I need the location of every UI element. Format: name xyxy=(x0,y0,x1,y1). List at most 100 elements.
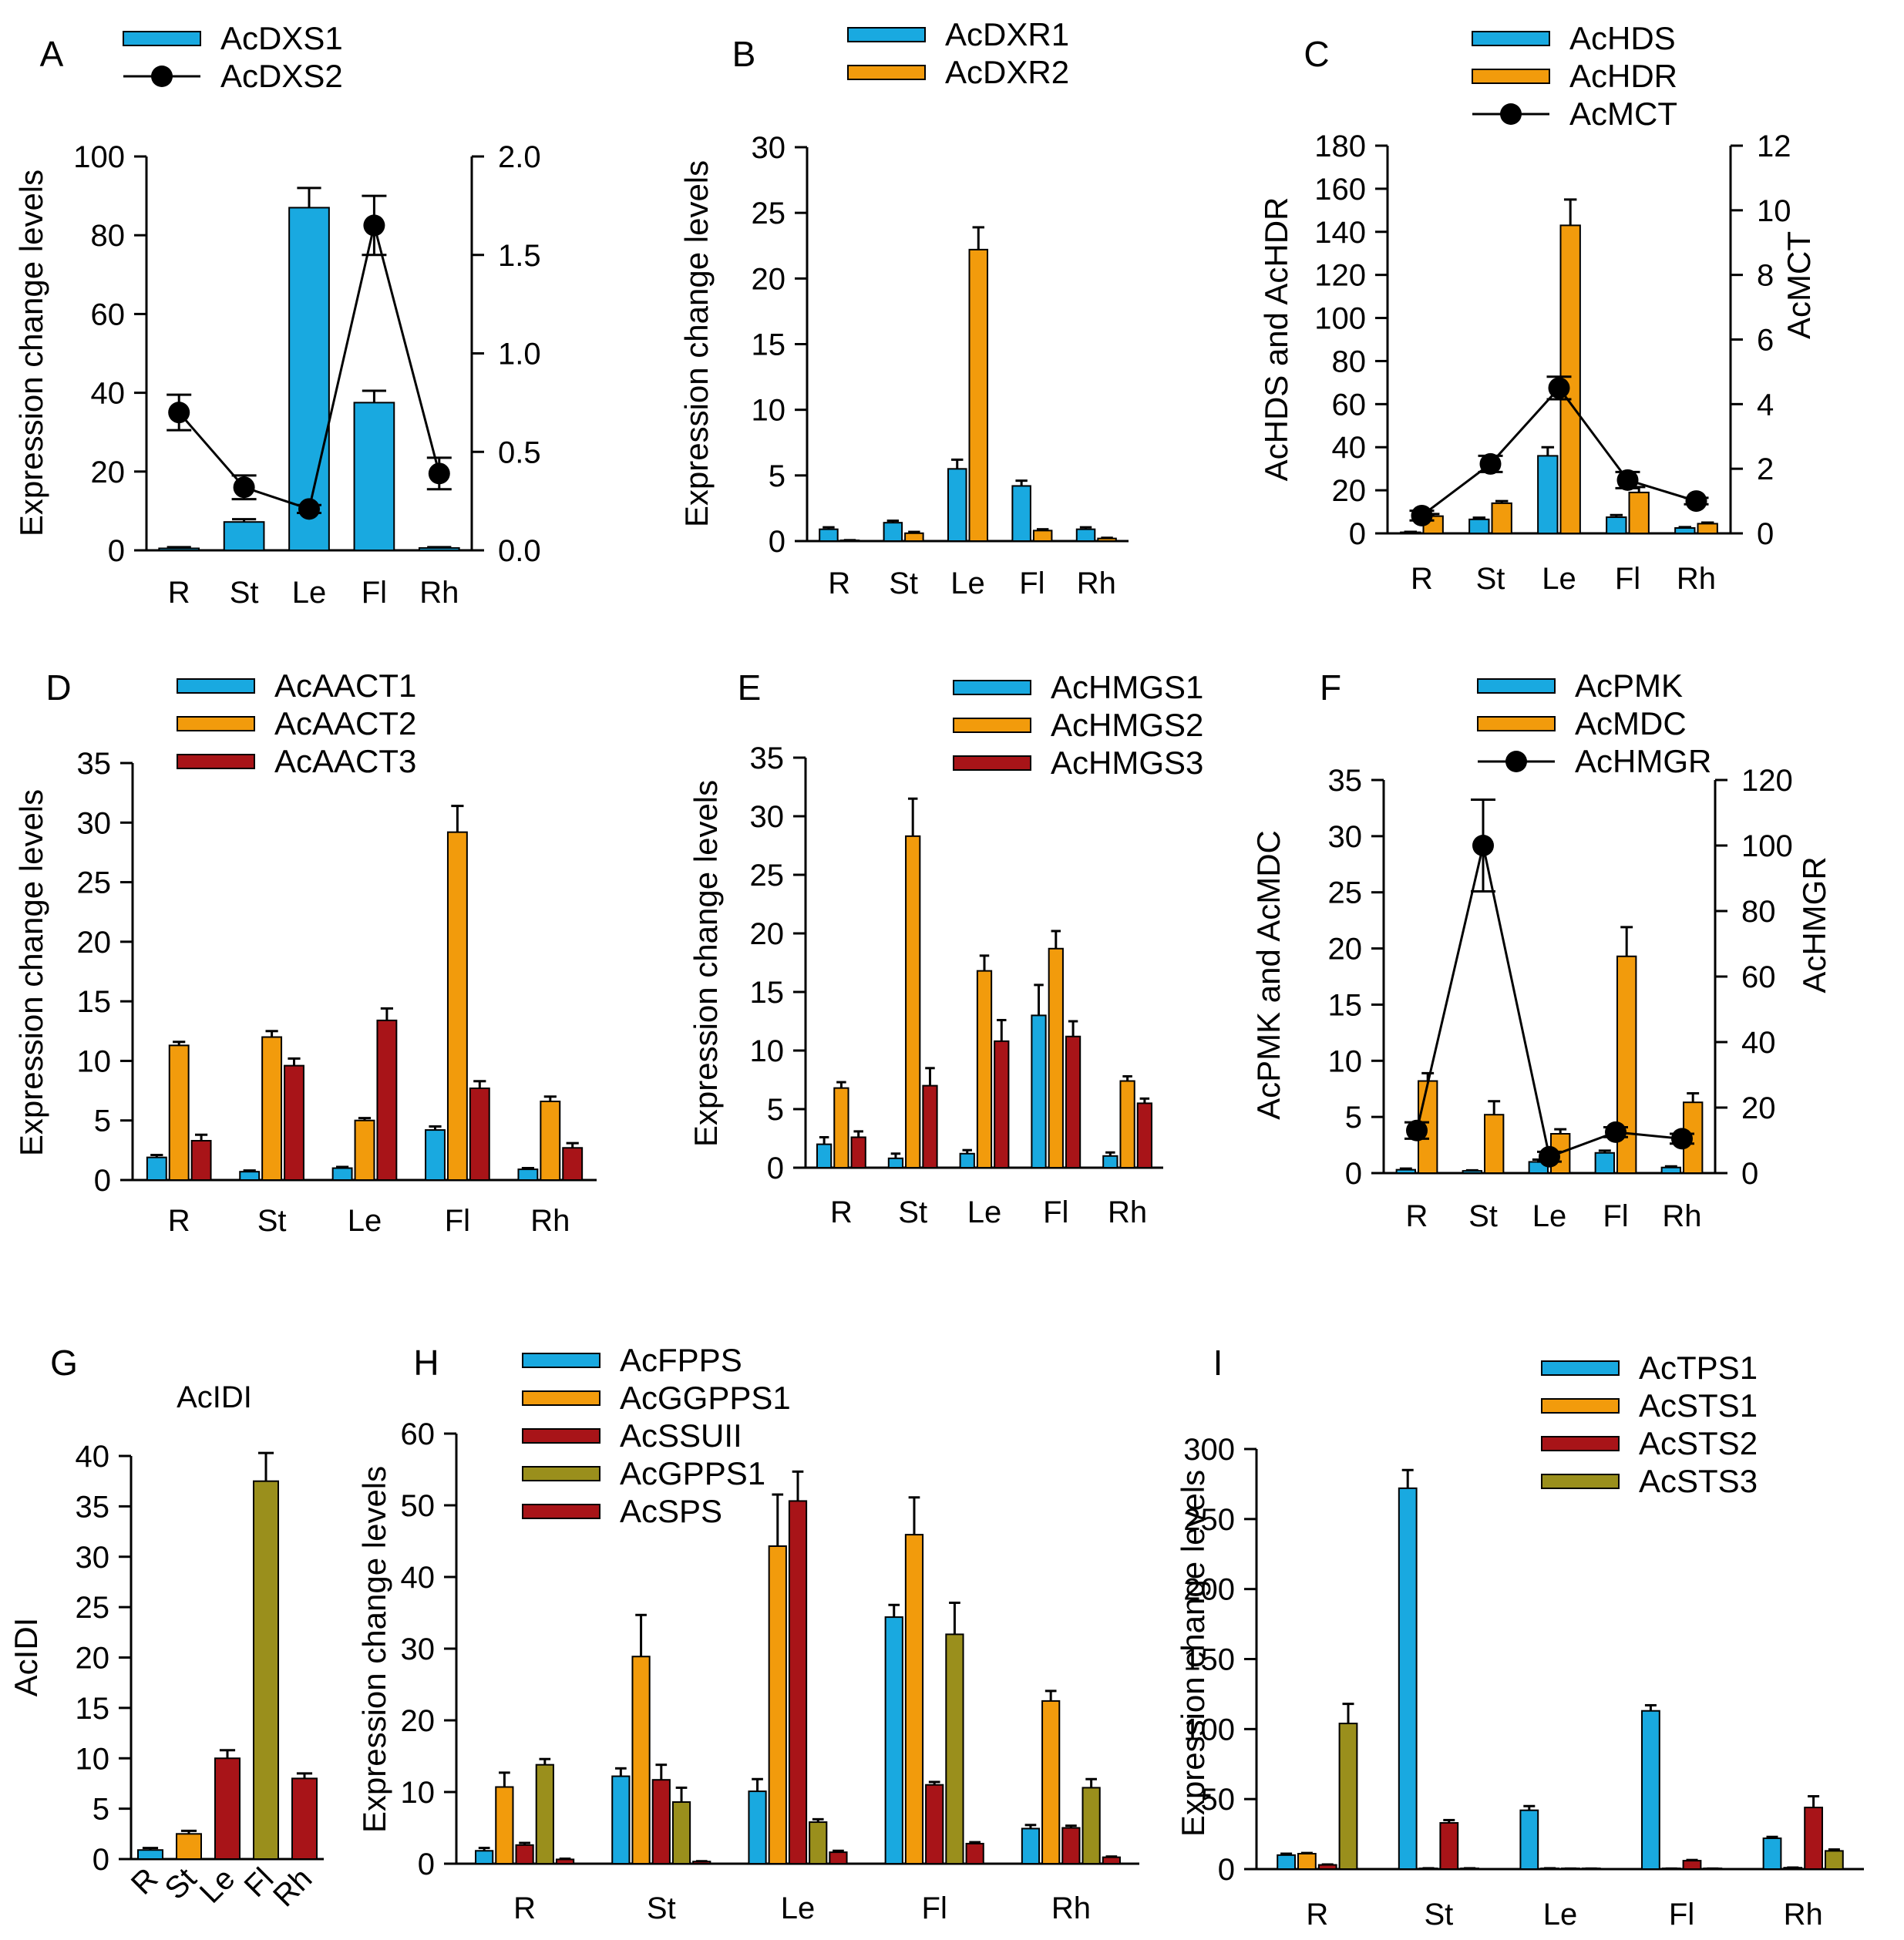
y-tick-label: 120 xyxy=(1314,259,1366,293)
y-tick-label: 15 xyxy=(76,1692,110,1726)
panel-e: E 0 5 10 15 20 25 30 35 Expression change levels R… xyxy=(688,667,1203,1229)
x-tick-label: R xyxy=(168,576,190,610)
legend-label: AcFPPS xyxy=(620,1342,742,1378)
x-tick-label: St xyxy=(257,1204,287,1238)
panel-f: F 0 5 10 15 20 25 30 35 0 20 40 60 80 100 120 AcPMK and … xyxy=(1250,667,1832,1233)
legend-swatch-AcGGPPS1 xyxy=(522,1390,600,1406)
y-tick-label: 50 xyxy=(401,1489,436,1523)
point-AcMCT-St xyxy=(1479,452,1502,475)
bar-AcHMGS3-Le xyxy=(994,1040,1010,1168)
bar-AcFPPS-R xyxy=(475,1850,494,1865)
x-tick-label: Fl xyxy=(922,1891,947,1925)
point-AcHMGR-Fl xyxy=(1605,1121,1626,1143)
bar-AcSSUII-St xyxy=(651,1779,671,1864)
axes: 0 5 10 15 20 25 30 35 40 xyxy=(76,1440,324,1877)
y-tick-label: 40 xyxy=(76,1440,110,1474)
bar-AcGGPPS1-St xyxy=(631,1656,651,1864)
legend-swatch-AcAACT2 xyxy=(177,716,255,731)
y-tick-label: 60 xyxy=(91,298,126,331)
y-tick-label: 0 xyxy=(94,1164,111,1198)
y-tick-label: 10 xyxy=(77,1044,112,1078)
x-tick-label: Rh xyxy=(530,1204,570,1238)
bar-AcSSUII-Le xyxy=(788,1500,808,1865)
y-tick-label: 250 xyxy=(1183,1503,1235,1537)
y-tick-label: 10 xyxy=(752,394,786,428)
bar-AcGGPPS1-Fl xyxy=(904,1534,924,1864)
y-tick-label: 150 xyxy=(1183,1643,1235,1677)
legend-swatch-AcGPPS1 xyxy=(522,1466,600,1481)
y-tick-label: 50 xyxy=(1201,1783,1236,1817)
x-tick-label: Fl xyxy=(1615,562,1640,596)
panel-label: B xyxy=(732,34,756,74)
x-tick-labels: R St Le Fl Rh xyxy=(168,576,459,610)
x-tick-label: Le xyxy=(1532,1199,1567,1233)
y2-tick-label: 0.0 xyxy=(498,534,541,568)
bars xyxy=(137,1451,318,1860)
y-tick-label: 20 xyxy=(76,1642,110,1676)
legend-label: AcMDC xyxy=(1575,705,1687,741)
bar-AcHMGS3-Fl xyxy=(1065,1035,1082,1169)
y-tick-label: 100 xyxy=(1183,1713,1235,1747)
line-series-AcMCT xyxy=(1409,375,1709,526)
bar-AcHDR-Rh xyxy=(1697,523,1718,534)
legend-label: AcSTS1 xyxy=(1639,1387,1758,1424)
bar-AcAACT3-Fl xyxy=(469,1087,490,1181)
y2-tick-label: 1.5 xyxy=(498,239,541,273)
y-tick-label: 15 xyxy=(77,985,112,1019)
legend-label: AcHDS xyxy=(1569,20,1676,56)
y-tick-label: 35 xyxy=(76,1490,110,1524)
bar-AcFPPS-Le xyxy=(748,1790,767,1865)
bar-AcAACT2-Le xyxy=(354,1119,375,1181)
bar-AcAACT3-Le xyxy=(376,1019,398,1181)
y2-tick-label: 2.0 xyxy=(498,140,541,174)
bar-AcHMGS2-St xyxy=(905,835,921,1168)
y-axis-label: AcPMK and AcMDC xyxy=(1250,830,1287,1120)
y2-tick-label: 60 xyxy=(1741,960,1776,994)
x-tick-label: R xyxy=(830,1195,853,1229)
x-tick-label: Fl xyxy=(1603,1199,1628,1233)
y2-axis-label: AcHMGR xyxy=(1796,856,1832,993)
bar-AcHMGS1-St xyxy=(887,1157,904,1168)
x-tick-labels: R St Le Fl Rh xyxy=(828,567,1116,600)
y-tick-label: 0 xyxy=(769,525,785,559)
y-tick-label: 100 xyxy=(73,140,125,174)
bar-AcGPPS1-Rh xyxy=(1082,1787,1101,1864)
y-tick-label: 25 xyxy=(76,1591,110,1625)
y-tick-label: 140 xyxy=(1314,216,1366,250)
legend-label: AcHDR xyxy=(1569,58,1677,94)
point-AcHMGR-St xyxy=(1472,835,1494,856)
legend-label: AcSTS3 xyxy=(1639,1463,1758,1499)
bar-AcSPS-Le xyxy=(829,1851,848,1865)
bar-AcSSUII-Rh xyxy=(1061,1827,1081,1864)
x-tick-label: Le xyxy=(1542,562,1576,596)
point-AcDXS2-St xyxy=(233,476,255,499)
panel-c: C 0 20 40 60 80 100 120 140 160 180 0 2 4 6 8 10 12 AcHDS … xyxy=(1258,20,1817,596)
bar-AcAACT1-Fl xyxy=(425,1129,446,1181)
bar-AcDXS1-R xyxy=(158,547,200,552)
panel-d: D 0 5 10 15 20 25 30 35 Expression change levels R… xyxy=(13,667,597,1238)
y-tick-label: 25 xyxy=(752,197,786,230)
bar-AcDXR2-St xyxy=(904,532,924,543)
bar-AcAACT1-R xyxy=(146,1156,167,1182)
y-tick-label: 30 xyxy=(401,1632,436,1666)
bars xyxy=(816,797,1153,1169)
y-tick-label: 35 xyxy=(1328,764,1363,798)
bar-AcHMGS2-Fl xyxy=(1048,947,1064,1168)
y-tick-label: 0 xyxy=(93,1843,109,1877)
x-tick-label: St xyxy=(230,576,259,610)
y-tick-label: 10 xyxy=(750,1034,785,1068)
legend-swatch-AcPMK xyxy=(1477,678,1556,694)
legend-label: AcDXR2 xyxy=(945,54,1069,90)
bar-AcSTS3-R xyxy=(1338,1723,1358,1870)
y-tick-label: 0 xyxy=(418,1848,435,1881)
bar-AcPMK-Rh xyxy=(1660,1166,1682,1174)
axes: 0 5 10 15 20 25 30 35 xyxy=(77,747,597,1198)
panel-label: E xyxy=(738,667,762,708)
y-axis-label: Expression change levels xyxy=(1175,1470,1211,1837)
x-tick-label: Le xyxy=(967,1195,1002,1229)
bar-AcDXR1-Le xyxy=(947,468,967,542)
y-tick-label: 25 xyxy=(77,866,112,900)
bar-AcGPPS1-R xyxy=(535,1763,554,1864)
bar-AcSTS3-Rh xyxy=(1824,1850,1844,1870)
